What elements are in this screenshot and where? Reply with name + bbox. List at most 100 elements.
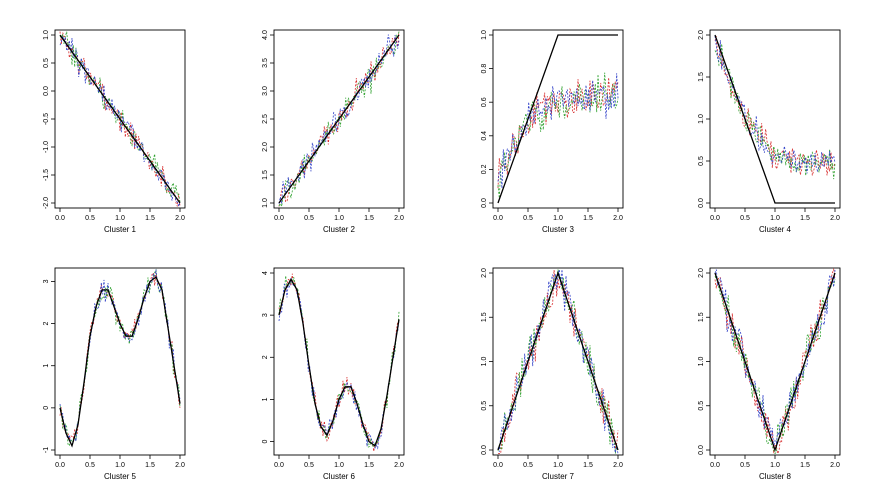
y-tick-label: 3.5 xyxy=(262,58,269,68)
y-tick-label: 0.5 xyxy=(698,401,705,411)
series-line-red xyxy=(59,271,181,442)
cluster-panel-4: 0.0 0.5 1.0 1.5 2.0 0.0 0.5 1.0 1.5 2.0 Cluster 4 xyxy=(698,29,841,234)
x-tick-label: 0.0 xyxy=(493,215,503,222)
cluster-panel-6: 0.0 0.5 1.0 1.5 2.0 0 1 2 3 4 Cluster 6 xyxy=(262,267,405,481)
x-tick-label: 0.0 xyxy=(55,215,65,222)
y-tick-label: 1.5 xyxy=(698,72,705,82)
true-function-line xyxy=(59,276,181,448)
y-tick-label: -0.5 xyxy=(43,113,50,125)
y-tick-label: -1 xyxy=(43,447,50,453)
x-axis-label: Cluster 2 xyxy=(323,225,356,234)
cluster-panel-1: 0.0 0.5 1.0 1.5 2.0 -2.0 -1.5 -1.0 -0.5 0.0 0.5 1.0… xyxy=(43,29,186,234)
x-tick-label: 0.5 xyxy=(304,462,314,469)
x-tick-label: 0.0 xyxy=(274,215,284,222)
x-tick-label: 2.0 xyxy=(394,215,404,222)
x-tick-label: 1.0 xyxy=(115,462,125,469)
x-tick-label: 0.0 xyxy=(55,462,65,469)
series-line-red xyxy=(59,31,181,207)
x-tick-label: 2.0 xyxy=(394,462,404,469)
y-tick-label: 0.8 xyxy=(481,64,488,74)
series-line-blue xyxy=(278,34,400,204)
y-tick-label: 0.0 xyxy=(481,445,488,455)
y-tick-label: 1.5 xyxy=(262,170,269,180)
cluster-panel-5: 0.0 0.5 1.0 1.5 2.0 -1 0 1 2 3 Cluster 5 xyxy=(43,267,186,481)
plot-frame xyxy=(709,29,841,209)
true-function-line xyxy=(278,277,400,447)
y-tick-label: 1.0 xyxy=(481,357,488,367)
y-tick-label: 2.0 xyxy=(481,268,488,278)
series-line-green xyxy=(497,72,619,199)
x-tick-label: 1.5 xyxy=(364,215,374,222)
y-tick-label: 0.5 xyxy=(698,156,705,166)
y-tick-label: 0.5 xyxy=(43,58,50,68)
y-tick-label: 3 xyxy=(43,279,50,283)
y-tick-label: 2.0 xyxy=(698,30,705,40)
y-tick-label: 1 xyxy=(262,397,269,401)
y-tick-label: 1.0 xyxy=(698,357,705,367)
y-tick-label: 0.4 xyxy=(481,131,488,141)
y-tick-label: 1.0 xyxy=(262,198,269,208)
cluster-panel-3: 0.0 0.5 1.0 1.5 2.0 0.0 0.2 0.4 0.6 0.8 1.0 Cluster… xyxy=(481,29,624,234)
plot-frame xyxy=(273,267,405,456)
x-tick-label: 0.5 xyxy=(304,215,314,222)
x-tick-label: 0.5 xyxy=(523,462,533,469)
series-line-red xyxy=(497,77,619,189)
true-function-line xyxy=(714,272,836,453)
cluster-panel-8: 0.0 0.5 1.0 1.5 2.0 0.0 0.5 1.0 1.5 2.0 Cluster 8 xyxy=(698,267,841,481)
y-tick-label: 3.0 xyxy=(262,86,269,96)
true-function-line xyxy=(714,34,835,204)
true-function-line xyxy=(497,34,618,204)
x-tick-label: 1.0 xyxy=(334,215,344,222)
y-tick-label: 1 xyxy=(43,364,50,368)
y-tick-label: 2.5 xyxy=(262,114,269,124)
x-axis-label: Cluster 6 xyxy=(323,472,356,481)
x-axis-label: Cluster 4 xyxy=(759,225,792,234)
series-line-green xyxy=(714,43,836,180)
x-tick-label: 0.0 xyxy=(493,462,503,469)
y-tick-label: -1.5 xyxy=(43,169,50,181)
x-tick-label: 0.0 xyxy=(710,462,720,469)
plot-frame xyxy=(709,267,841,456)
y-tick-label: 0.5 xyxy=(481,401,488,411)
y-tick-label: 1.0 xyxy=(43,30,50,40)
x-axis-label: Cluster 5 xyxy=(104,472,137,481)
series-line-red xyxy=(498,270,619,454)
series-line-green xyxy=(714,276,836,455)
x-tick-label: 1.0 xyxy=(115,215,125,222)
true-function-line xyxy=(278,34,400,204)
y-tick-label: 2 xyxy=(262,355,269,359)
x-tick-label: 1.5 xyxy=(583,462,593,469)
x-tick-label: 2.0 xyxy=(613,215,623,222)
series-line-blue xyxy=(59,269,181,448)
x-tick-label: 0.5 xyxy=(85,462,95,469)
true-function-line xyxy=(497,270,619,451)
x-tick-label: 1.5 xyxy=(145,462,155,469)
x-tick-label: 2.0 xyxy=(830,462,840,469)
x-tick-label: 0.0 xyxy=(274,462,284,469)
y-tick-label: 0.6 xyxy=(481,97,488,107)
x-tick-label: 0.5 xyxy=(740,462,750,469)
x-tick-label: 1.5 xyxy=(800,462,810,469)
x-axis-label: Cluster 1 xyxy=(104,225,137,234)
y-tick-label: 2.0 xyxy=(698,268,705,278)
series-line-blue xyxy=(497,269,619,454)
cluster-panel-7: 0.0 0.5 1.0 1.5 2.0 0.0 0.5 1.0 1.5 2.0 Cluster 7 xyxy=(481,267,624,481)
y-tick-label: 0.0 xyxy=(698,445,705,455)
true-function-line xyxy=(59,34,181,204)
series-line-blue xyxy=(59,34,181,208)
x-tick-label: 2.0 xyxy=(613,462,623,469)
series-line-red xyxy=(714,267,836,455)
x-tick-label: 1.0 xyxy=(770,462,780,469)
y-tick-label: 0.0 xyxy=(698,198,705,208)
series-line-blue xyxy=(497,73,619,189)
x-tick-label: 1.0 xyxy=(334,462,344,469)
cluster-panel-2: 0.0 0.5 1.0 1.5 2.0 1.0 1.5 2.0 2.5 3.0 3.5 4.0 Clus… xyxy=(262,29,405,234)
plot-frame xyxy=(492,267,624,456)
x-tick-label: 0.5 xyxy=(85,215,95,222)
x-axis-label: Cluster 7 xyxy=(542,472,575,481)
y-tick-label: 0 xyxy=(262,440,269,444)
x-tick-label: 1.5 xyxy=(364,462,374,469)
x-tick-label: 1.0 xyxy=(553,215,563,222)
y-tick-label: 2.0 xyxy=(262,142,269,152)
